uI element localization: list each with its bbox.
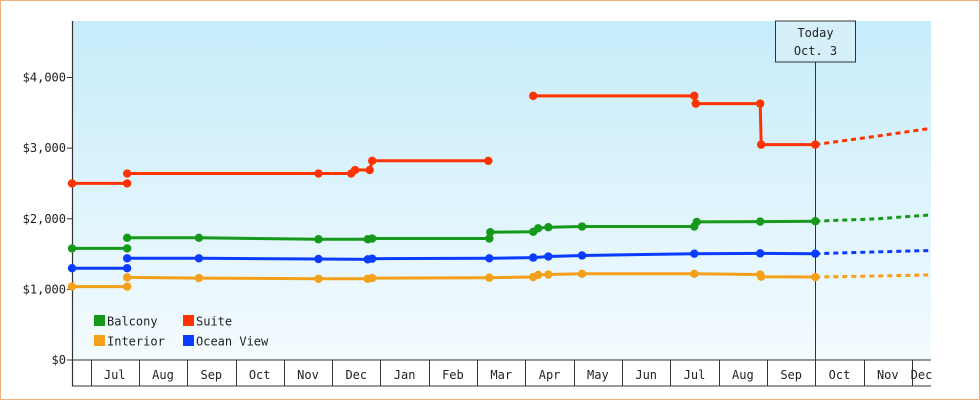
balcony-point (486, 227, 495, 237)
suite-point (690, 91, 699, 101)
ocean-view-point (67, 263, 77, 273)
suite-point (314, 169, 323, 178)
ocean-view-point (314, 254, 323, 264)
x-tick-label: Jul (104, 368, 126, 382)
interior-point (690, 269, 699, 279)
y-tick-label: $2,000 (23, 212, 66, 226)
balcony-legend-swatch (94, 315, 105, 326)
y-tick-label: $3,000 (23, 141, 66, 155)
y-tick-label: $0 (52, 353, 66, 367)
plot-area (72, 21, 931, 360)
x-tick-label: Sep (200, 368, 222, 382)
suite-point (529, 91, 538, 101)
interior-point (485, 273, 494, 282)
balcony-point (194, 233, 204, 243)
x-tick-label: Mar (490, 368, 512, 382)
interior-point (122, 273, 132, 282)
interior-projection-line (815, 273, 932, 279)
suite-point (484, 156, 493, 166)
x-tick-label: Jul (684, 368, 706, 382)
ocean-view-projection-line (815, 249, 932, 256)
balcony-legend-label: Balcony (107, 315, 158, 329)
ocean-view-point (544, 252, 553, 261)
ocean-view-point (811, 249, 820, 258)
ocean-view-point (367, 254, 377, 263)
suite-point (756, 140, 766, 149)
x-tick-label: Aug (152, 368, 174, 382)
balcony-point (544, 223, 553, 232)
x-tick-label: Jun (635, 368, 657, 382)
x-tick-label: Apr (539, 368, 561, 382)
suite-point (811, 140, 820, 149)
interior-point (544, 270, 553, 279)
today-label: Today (797, 26, 833, 40)
suite-point (367, 156, 377, 166)
balcony-point (367, 234, 377, 243)
x-tick-label: Aug (732, 368, 754, 382)
today-date-label: Oct. 3 (794, 44, 837, 58)
today-box (775, 20, 856, 63)
ocean-view-point (485, 254, 494, 263)
balcony-point (755, 217, 765, 226)
interior-point (194, 273, 204, 283)
balcony-point (314, 235, 323, 244)
suite-point (691, 99, 700, 108)
interior-point (67, 282, 77, 291)
ocean-view-point (529, 253, 538, 262)
x-tick-label: Oct (829, 368, 851, 382)
x-tick-label: Feb (442, 368, 464, 382)
suite-point (755, 99, 765, 108)
interior-legend-label: Interior (107, 335, 165, 349)
interior-point (122, 282, 132, 291)
interior-point (367, 273, 377, 283)
interior-point (314, 274, 323, 283)
balcony-point (122, 244, 132, 253)
interior-legend-swatch (94, 335, 105, 346)
suite-projection-line (815, 126, 932, 147)
balcony-point (122, 233, 132, 243)
ocean-view-legend-swatch (183, 335, 194, 346)
suite-legend-swatch (183, 315, 194, 326)
ocean-view-legend-label: Ocean View (196, 335, 269, 349)
balcony-point (485, 234, 494, 243)
balcony-projection-line (815, 213, 932, 223)
suite-point (122, 179, 132, 188)
balcony-point (692, 217, 701, 227)
balcony-point (577, 222, 587, 231)
balcony-point (67, 244, 77, 253)
suite-legend-label: Suite (196, 315, 232, 329)
suite-series-line (533, 94, 816, 147)
x-tick-label: Dec (345, 368, 367, 382)
ocean-view-series-line (127, 251, 816, 261)
suite-point (67, 179, 77, 188)
suite-point (365, 165, 374, 175)
interior-point (577, 269, 587, 279)
interior-point (533, 270, 543, 280)
x-tick-label: Dec (911, 368, 933, 382)
interior-point (811, 272, 820, 282)
y-tick-label: $1,000 (23, 282, 66, 296)
ocean-view-point (122, 263, 132, 273)
x-tick-label: May (587, 368, 609, 382)
suite-point (350, 165, 360, 175)
balcony-point (533, 224, 543, 233)
x-tick-label: Sep (780, 368, 802, 382)
ocean-view-point (690, 249, 699, 258)
ocean-view-point (122, 254, 132, 263)
ocean-view-point (755, 249, 765, 258)
suite-point (122, 169, 132, 178)
x-tick-label: Nov (877, 368, 899, 382)
balcony-point (811, 217, 820, 226)
x-tick-label: Oct (249, 368, 271, 382)
interior-point (756, 272, 766, 281)
x-tick-label: Nov (297, 368, 319, 382)
y-tick-label: $4,000 (23, 71, 66, 85)
ocean-view-point (577, 251, 587, 260)
ocean-view-point (194, 254, 204, 263)
x-tick-label: Jan (394, 368, 416, 382)
